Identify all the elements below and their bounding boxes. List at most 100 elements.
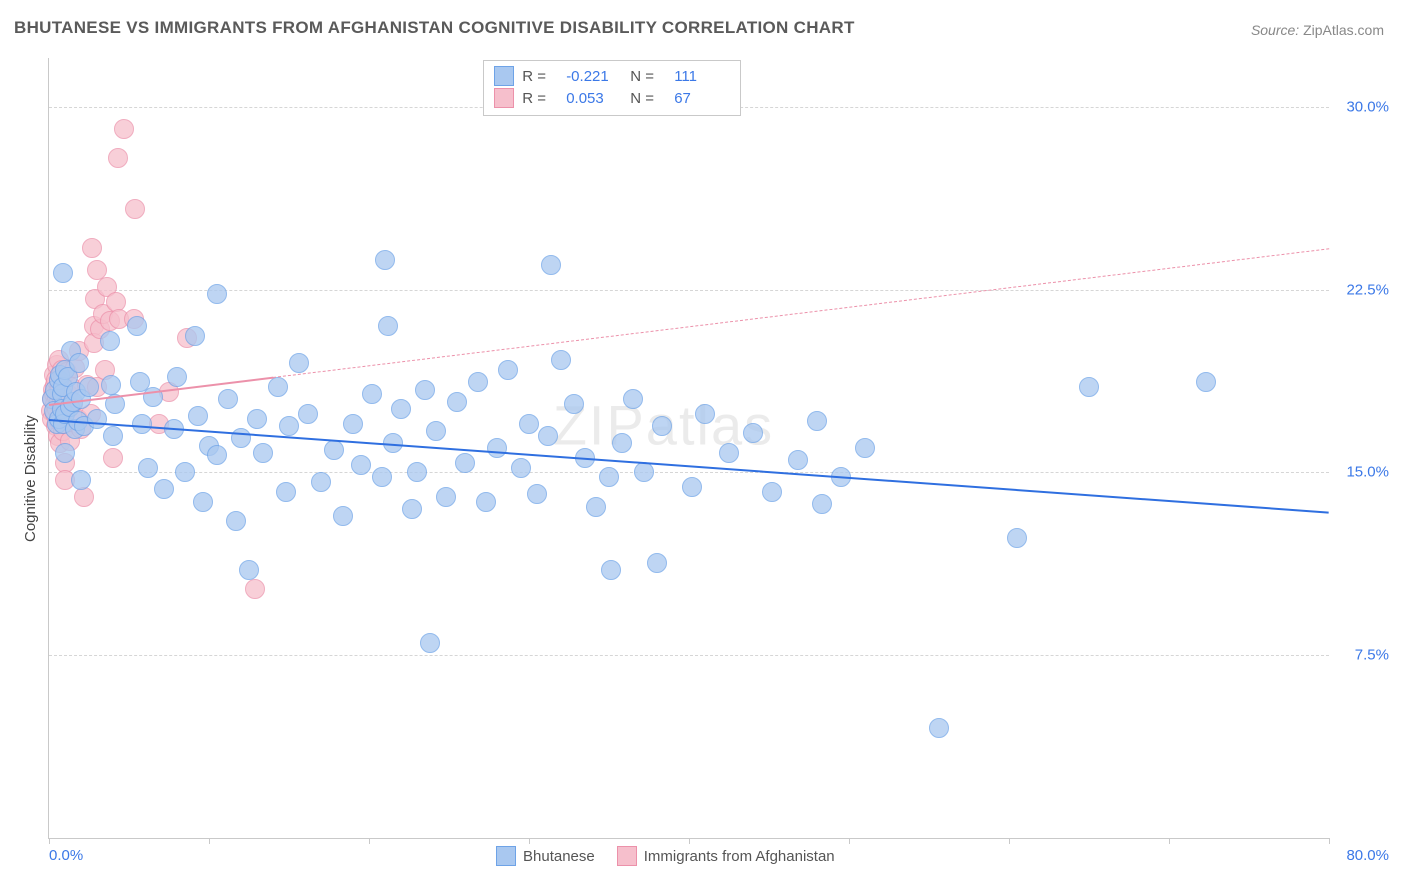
data-point-blue	[79, 377, 99, 397]
data-point-pink	[103, 448, 123, 468]
data-point-blue	[298, 404, 318, 424]
data-point-blue	[812, 494, 832, 514]
data-point-blue	[468, 372, 488, 392]
data-point-blue	[207, 284, 227, 304]
data-point-blue	[247, 409, 267, 429]
data-point-blue	[253, 443, 273, 463]
data-point-blue	[762, 482, 782, 502]
data-point-blue	[311, 472, 331, 492]
data-point-blue	[436, 487, 456, 507]
data-point-blue	[154, 479, 174, 499]
data-point-blue	[612, 433, 632, 453]
data-point-pink	[108, 148, 128, 168]
y-axis-title: Cognitive Disability	[22, 415, 39, 542]
data-point-blue	[391, 399, 411, 419]
data-point-blue	[538, 426, 558, 446]
data-point-blue	[586, 497, 606, 517]
swatch-blue	[494, 66, 514, 86]
data-point-blue	[132, 414, 152, 434]
data-point-blue	[343, 414, 363, 434]
data-point-blue	[929, 718, 949, 738]
gridline	[49, 472, 1329, 473]
source-label: Source:	[1251, 22, 1299, 38]
y-tick-label: 30.0%	[1334, 98, 1389, 115]
x-axis-max-label: 80.0%	[1346, 847, 1389, 864]
data-point-blue	[564, 394, 584, 414]
y-tick-label: 7.5%	[1334, 647, 1389, 664]
data-point-blue	[415, 380, 435, 400]
r-label: R =	[522, 68, 558, 85]
data-point-blue	[447, 392, 467, 412]
swatch-blue	[496, 846, 516, 866]
data-point-blue	[426, 421, 446, 441]
source-value: ZipAtlas.com	[1303, 22, 1384, 38]
data-point-blue	[207, 445, 227, 465]
data-point-blue	[1196, 372, 1216, 392]
x-tick	[1009, 838, 1010, 844]
x-tick	[849, 838, 850, 844]
data-point-blue	[289, 353, 309, 373]
data-point-blue	[407, 462, 427, 482]
legend-correlation: R = -0.221 N = 111 R = 0.053 N = 67	[483, 60, 741, 116]
data-point-blue	[788, 450, 808, 470]
data-point-blue	[53, 263, 73, 283]
data-point-blue	[101, 375, 121, 395]
data-point-blue	[551, 350, 571, 370]
data-point-blue	[599, 467, 619, 487]
data-point-blue	[647, 553, 667, 573]
data-point-blue	[175, 462, 195, 482]
x-tick	[1329, 838, 1330, 844]
swatch-pink	[494, 88, 514, 108]
data-point-blue	[69, 353, 89, 373]
data-point-blue	[695, 404, 715, 424]
y-tick-label: 22.5%	[1334, 281, 1389, 298]
legend-row-blue: R = -0.221 N = 111	[494, 65, 730, 87]
data-point-blue	[511, 458, 531, 478]
data-point-blue	[167, 367, 187, 387]
page-title: BHUTANESE VS IMMIGRANTS FROM AFGHANISTAN…	[14, 18, 855, 38]
data-point-blue	[634, 462, 654, 482]
trend-line	[49, 419, 1329, 514]
n-value-blue: 111	[674, 68, 730, 85]
trend-line	[273, 248, 1329, 378]
data-point-blue	[188, 406, 208, 426]
data-point-blue	[231, 428, 251, 448]
data-point-blue	[239, 560, 259, 580]
data-point-blue	[719, 443, 739, 463]
data-point-blue	[276, 482, 296, 502]
x-tick	[689, 838, 690, 844]
data-point-blue	[1007, 528, 1027, 548]
data-point-blue	[268, 377, 288, 397]
data-point-blue	[498, 360, 518, 380]
data-point-blue	[541, 255, 561, 275]
x-tick	[1169, 838, 1170, 844]
data-point-blue	[127, 316, 147, 336]
data-point-blue	[682, 477, 702, 497]
data-point-blue	[71, 470, 91, 490]
data-point-blue	[487, 438, 507, 458]
x-tick	[369, 838, 370, 844]
gridline	[49, 655, 1329, 656]
data-point-blue	[527, 484, 547, 504]
data-point-blue	[103, 426, 123, 446]
r-label: R =	[522, 90, 558, 107]
n-label: N =	[630, 68, 666, 85]
data-point-blue	[652, 416, 672, 436]
data-point-pink	[125, 199, 145, 219]
legend-label-pink: Immigrants from Afghanistan	[644, 848, 835, 865]
data-point-blue	[218, 389, 238, 409]
legend-label-blue: Bhutanese	[523, 848, 595, 865]
legend-series: Bhutanese Immigrants from Afghanistan	[496, 846, 835, 866]
data-point-blue	[362, 384, 382, 404]
data-point-blue	[279, 416, 299, 436]
data-point-blue	[55, 443, 75, 463]
data-point-blue	[623, 389, 643, 409]
gridline	[49, 290, 1329, 291]
y-tick-label: 15.0%	[1334, 464, 1389, 481]
legend-row-pink: R = 0.053 N = 67	[494, 87, 730, 109]
data-point-blue	[226, 511, 246, 531]
x-tick	[49, 838, 50, 844]
data-point-pink	[245, 579, 265, 599]
data-point-blue	[100, 331, 120, 351]
data-point-pink	[114, 119, 134, 139]
